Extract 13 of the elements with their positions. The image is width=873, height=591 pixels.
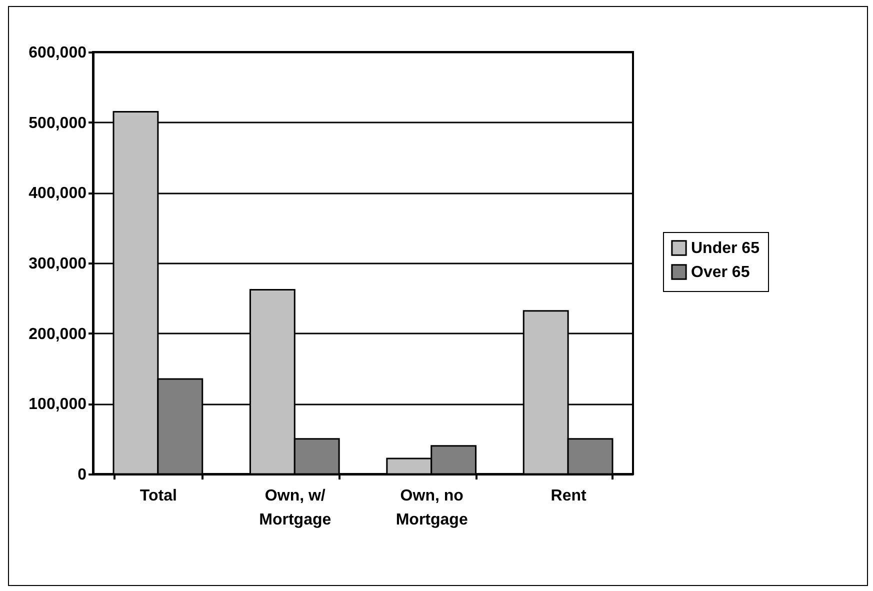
x-tick-label: Total [140,488,177,504]
legend-label: Under 65 [691,240,760,257]
x-tick-label: Own, no Mortgage [396,488,468,528]
y-tick-label: 300,000 [28,256,87,272]
y-tick-label: 400,000 [28,185,87,202]
y-tick-label: 500,000 [28,114,87,132]
legend-label: Over 65 [691,264,750,281]
y-tick-label: 200,000 [28,326,87,343]
x-tick-label: Rent [550,488,588,504]
y-tick-label: 100,000 [28,396,87,414]
y-tick-label: 600,000 [28,44,87,62]
y-tick-label: 0 [78,466,87,484]
x-tick-label: Own, w/ Mortgage [259,488,332,528]
